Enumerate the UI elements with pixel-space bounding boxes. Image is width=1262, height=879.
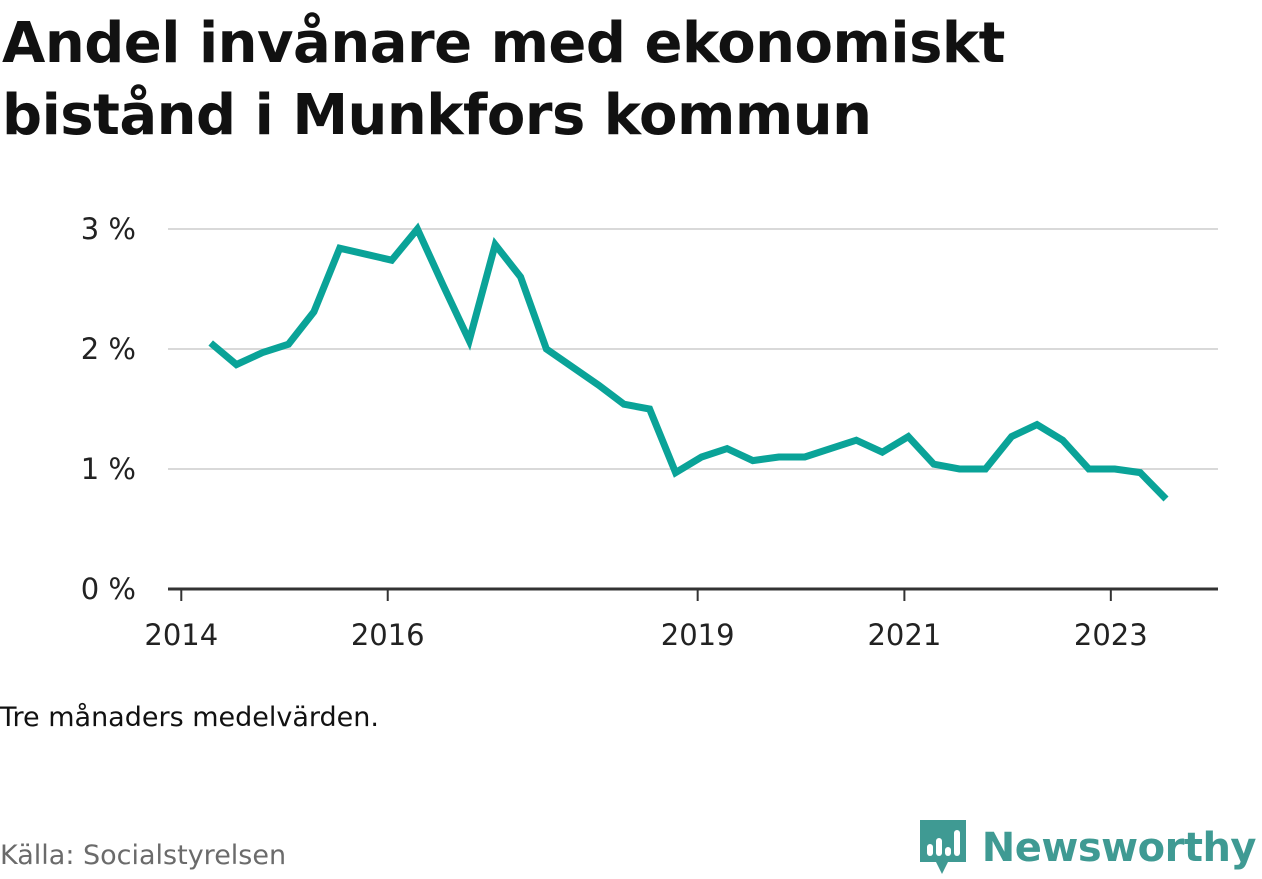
series-line [208,222,1169,502]
data-point [1137,469,1144,476]
data-point [1163,496,1170,503]
data-point [336,245,343,252]
data-point [440,282,447,289]
y-tick-label: 0 % [81,572,136,606]
data-point [1008,433,1015,440]
source-label: Källa: Socialstyrelsen [0,840,287,871]
y-tick-label: 2 % [81,332,136,366]
data-point [775,454,782,461]
data-point [724,445,731,452]
data-point [285,341,292,348]
x-axis-ticks: 2014 2016 2019 2021 2023 [144,589,1148,652]
data-point [801,454,808,461]
data-point [698,454,705,461]
data-point [1034,421,1041,428]
data-point [620,401,627,408]
data-point [362,251,369,258]
data-point [905,433,912,440]
x-tick-label: 2014 [144,618,218,652]
x-tick-label: 2021 [867,618,941,652]
bar-chart-speech-bubble-icon [919,820,966,874]
line-chart: 0 % 1 % 2 % 3 % 2014 2016 2019 2021 2023 [81,212,1218,652]
data-point [233,361,240,368]
data-point [1059,437,1066,444]
y-axis-tick-labels: 0 % 1 % 2 % 3 % [81,212,136,606]
data-point [259,349,266,356]
data-point [672,469,679,476]
data-point [595,382,602,389]
data-point [207,340,214,347]
x-tick-label: 2019 [661,618,735,652]
data-point [466,337,473,344]
x-tick-label: 2016 [351,618,425,652]
data-point [879,449,886,456]
y-tick-label: 1 % [81,452,136,486]
brand-name: Newsworthy [981,825,1257,871]
data-point [492,241,499,248]
data-point [749,457,756,464]
newsworthy-logo[interactable]: Newsworthy [918,818,1257,878]
chart-note: Tre månaders medelvärden. [0,702,379,733]
data-point [982,466,989,473]
data-point [517,274,524,281]
y-tick-label: 3 % [81,212,136,246]
data-point [310,308,317,315]
data-point [956,466,963,473]
data-point [543,346,550,353]
chart-title: Andel invånare med ekonomiskt bistånd i … [2,11,1005,148]
data-point [1111,466,1118,473]
x-tick-label: 2023 [1074,618,1148,652]
data-point [853,437,860,444]
data-point [388,257,395,264]
data-point [646,406,653,413]
data-point [930,461,937,468]
grid-lines [168,228,1218,470]
data-point [827,445,834,452]
data-point [414,226,421,233]
data-point [569,364,576,371]
data-point [1085,466,1092,473]
